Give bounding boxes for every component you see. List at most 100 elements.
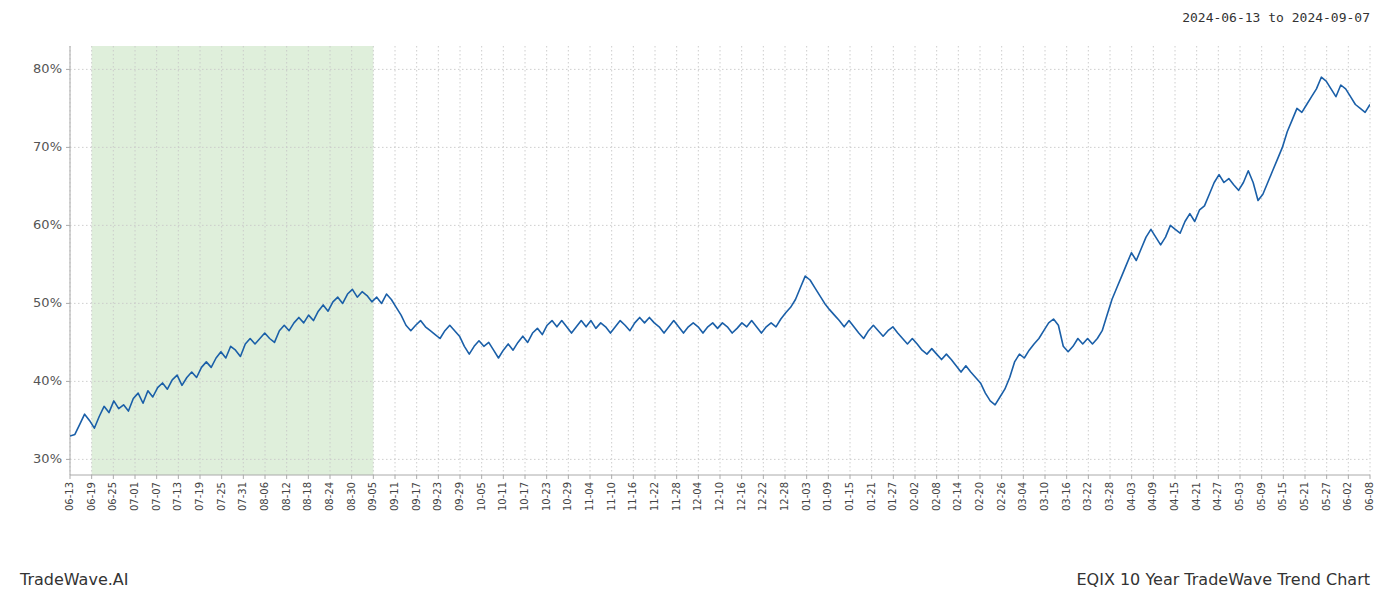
x-tick (330, 475, 331, 479)
grid-line-x (1218, 46, 1219, 475)
grid-line-x (503, 46, 504, 475)
grid-line-x (1023, 46, 1024, 475)
grid-line-x (308, 46, 309, 475)
y-axis: 30%40%50%60%70%80% (33, 61, 70, 466)
x-tick-label: 10-29 (562, 482, 573, 511)
x-tick (243, 475, 244, 479)
grid-line-x (1066, 46, 1067, 475)
x-tick-label: 06-13 (64, 482, 75, 511)
grid-line-x (871, 46, 872, 475)
x-tick-label: 05-27 (1321, 482, 1332, 511)
x-tick-label: 06-19 (86, 482, 97, 511)
x-tick (958, 475, 959, 479)
grid-line-x (1196, 46, 1197, 475)
x-tick (1045, 475, 1046, 479)
grid-line-x (720, 46, 721, 475)
x-tick (915, 475, 916, 479)
grid-line-x (1305, 46, 1306, 475)
x-tick-label: 03-10 (1039, 482, 1050, 511)
x-tick (980, 475, 981, 479)
x-tick-label: 01-15 (844, 482, 855, 511)
x-tick (1348, 475, 1349, 479)
y-tick-label: 50% (33, 295, 62, 310)
y-tick (66, 303, 70, 304)
grid-line-x (741, 46, 742, 475)
x-tick (395, 475, 396, 479)
grid-line-x (70, 46, 71, 475)
x-tick-label: 05-15 (1277, 482, 1288, 511)
x-tick (135, 475, 136, 479)
grid-line-x (113, 46, 114, 475)
x-tick-label: 04-21 (1191, 482, 1202, 511)
x-tick-label: 07-25 (216, 482, 227, 511)
y-tick (66, 381, 70, 382)
grid-line-x (395, 46, 396, 475)
x-tick-label: 10-05 (476, 482, 487, 511)
x-tick (91, 475, 92, 479)
grid-line-x (221, 46, 222, 475)
x-tick-label: 01-03 (801, 482, 812, 511)
y-tick-label: 80% (33, 61, 62, 76)
x-axis: 06-13 06-19 06-25 07-01 07-07 07-13 07-19 07-25… (64, 475, 1375, 511)
x-tick-label: 09-29 (454, 482, 465, 511)
grid-line-x (1110, 46, 1111, 475)
grid-line-x (416, 46, 417, 475)
x-tick (936, 475, 937, 479)
x-tick-label: 12-28 (779, 482, 790, 511)
grid-line-x (633, 46, 634, 475)
x-tick-label: 04-15 (1169, 482, 1180, 511)
x-tick-label: 01-27 (887, 482, 898, 511)
grid-line-x (546, 46, 547, 475)
grid-line-x (265, 46, 266, 475)
x-tick-label: 05-03 (1234, 482, 1245, 511)
grid-line-x (915, 46, 916, 475)
x-tick (1283, 475, 1284, 479)
x-tick (1218, 475, 1219, 479)
grid-line-x (1153, 46, 1154, 475)
x-tick-label: 05-09 (1256, 482, 1267, 511)
x-tick (893, 475, 894, 479)
x-tick-label: 08-18 (302, 482, 313, 511)
grid-line-x (655, 46, 656, 475)
y-tick-label: 70% (33, 139, 62, 154)
grid-line-x (763, 46, 764, 475)
x-tick-label: 03-16 (1061, 482, 1072, 511)
x-tick (785, 475, 786, 479)
x-tick-label: 02-02 (909, 482, 920, 511)
x-tick (720, 475, 721, 479)
x-tick-label: 12-04 (692, 482, 703, 511)
x-tick-label: 02-26 (996, 482, 1007, 511)
x-tick-label: 10-11 (497, 482, 508, 511)
grid-line-x (330, 46, 331, 475)
grid-line-y (70, 69, 1370, 70)
x-tick-label: 07-07 (151, 482, 162, 511)
grid-line-x (1261, 46, 1262, 475)
x-tick (503, 475, 504, 479)
x-tick (676, 475, 677, 479)
x-tick (265, 475, 266, 479)
x-tick-label: 08-06 (259, 482, 270, 511)
shaded-range (92, 46, 374, 475)
grid-line-x (590, 46, 591, 475)
x-tick-label: 07-13 (172, 482, 183, 511)
x-tick-label: 07-19 (194, 482, 205, 511)
grid-line-x (893, 46, 894, 475)
chart: 30%40%50%60%70%80%06-1306-1906-2507-0107… (0, 0, 1400, 600)
y-axis-line (70, 46, 71, 475)
x-tick-label: 07-01 (129, 482, 140, 511)
x-tick (633, 475, 634, 479)
grid-line-x (373, 46, 374, 475)
grid-line-x (1370, 46, 1371, 475)
x-tick (221, 475, 222, 479)
grid-line-x (1045, 46, 1046, 475)
grid-line-x (1131, 46, 1132, 475)
x-tick-label: 03-28 (1104, 482, 1115, 511)
x-tick-label: 04-09 (1147, 482, 1158, 511)
y-tick (66, 69, 70, 70)
grid-line-x (936, 46, 937, 475)
x-tick-label: 12-16 (736, 482, 747, 511)
y-tick-label: 40% (33, 373, 62, 388)
x-tick-label: 07-31 (237, 482, 248, 511)
x-tick-label: 06-25 (107, 482, 118, 511)
x-tick-label: 04-27 (1212, 482, 1223, 511)
